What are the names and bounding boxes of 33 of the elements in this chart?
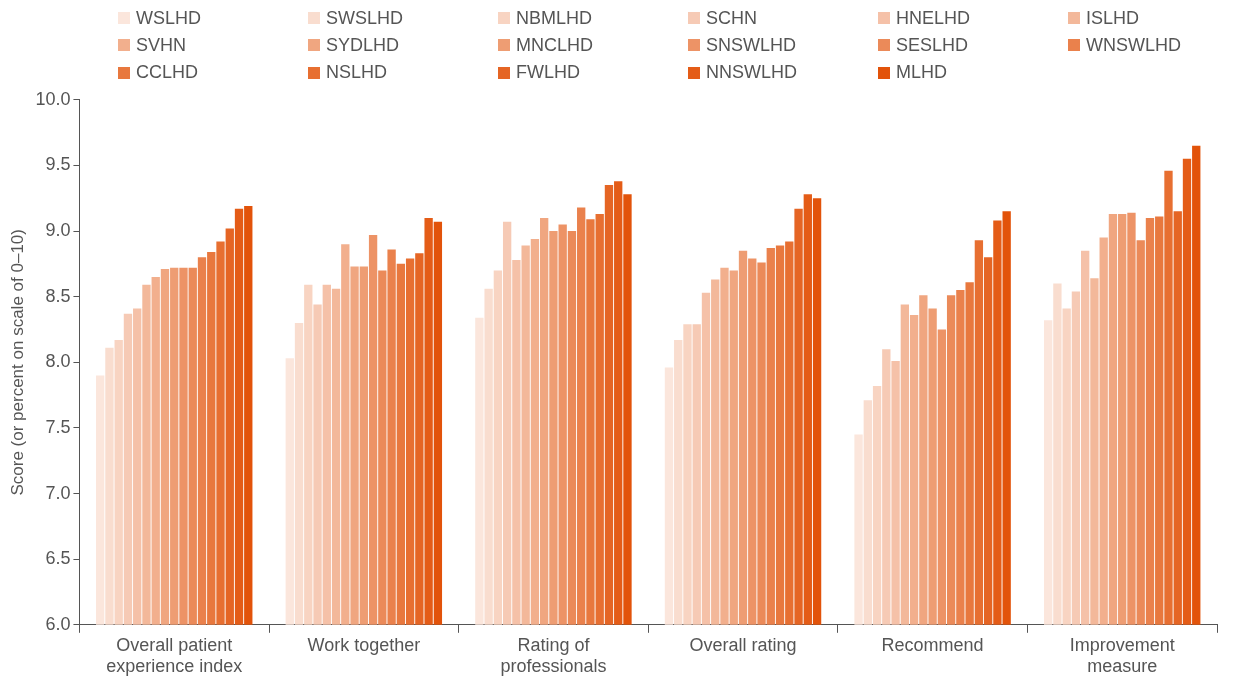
y-tick-label: 8.5 xyxy=(45,285,71,306)
legend-label: SNSWLHD xyxy=(706,34,797,56)
legend-label: FWLHD xyxy=(516,62,580,84)
legend-label: ISLHD xyxy=(1086,7,1140,29)
x-tick-label: Improvement measure xyxy=(1069,634,1175,677)
legend-label: WSLHD xyxy=(136,7,202,29)
legend-label: SESLHD xyxy=(896,34,969,56)
legend-label: MLHD xyxy=(896,62,948,84)
y-tick-label: 7.0 xyxy=(45,482,71,503)
y-axis-title: Score (or percent on scale of 0–10) xyxy=(7,229,27,496)
legend-label: NSLHD xyxy=(326,62,388,84)
legend-label: SVHN xyxy=(136,34,187,56)
y-tick-label: 10.0 xyxy=(35,88,71,109)
legend-label: WNSWLHD xyxy=(1086,34,1181,56)
y-tick-label: 9.5 xyxy=(45,154,71,175)
x-tick-label: Overall patient experience index xyxy=(106,634,243,677)
x-tick-label: Overall rating xyxy=(689,634,797,655)
legend-label: SWSLHD xyxy=(326,7,404,29)
legend-label: HNELHD xyxy=(896,7,971,29)
y-tick-label: 9.0 xyxy=(45,220,71,241)
x-tick-label: Rating of professionals xyxy=(500,634,607,677)
legend-label: SCHN xyxy=(706,7,758,29)
legend-label: NNSWLHD xyxy=(706,62,798,84)
y-tick-label: 7.5 xyxy=(45,416,71,437)
y-tick-label: 6.5 xyxy=(45,548,71,569)
y-tick-label: 6.0 xyxy=(45,613,71,634)
y-tick-label: 8.0 xyxy=(45,351,71,372)
legend-label: NBMLHD xyxy=(516,7,593,29)
x-tick-label: Recommend xyxy=(881,634,984,655)
legend-label: CCLHD xyxy=(136,62,199,84)
legend-label: SYDLHD xyxy=(326,34,400,56)
x-tick-label: Work together xyxy=(307,634,421,655)
legend-label: MNCLHD xyxy=(516,34,594,56)
